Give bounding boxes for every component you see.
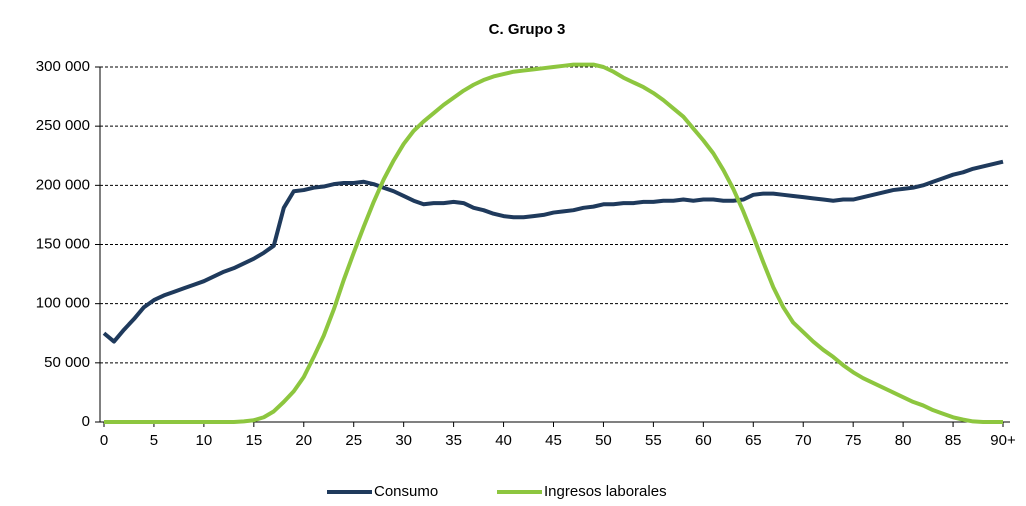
legend-label: Ingresos laborales: [544, 483, 667, 500]
y-tick-label: 250 000: [36, 117, 90, 134]
x-tick-label: 70: [795, 432, 812, 449]
x-tick-label: 50: [595, 432, 612, 449]
x-tick-label: 65: [745, 432, 762, 449]
x-tick-label: 80: [895, 432, 912, 449]
x-tick-label: 40: [495, 432, 512, 449]
x-tick-label: 30: [395, 432, 412, 449]
x-tick-label: 0: [100, 432, 108, 449]
x-tick-label: 75: [845, 432, 862, 449]
x-tick-label: 5: [150, 432, 158, 449]
y-tick-label: 300 000: [36, 58, 90, 75]
y-tick-label: 150 000: [36, 235, 90, 252]
x-tick-label: 35: [445, 432, 462, 449]
series-line: [102, 159, 1004, 344]
x-tick-label: 85: [945, 432, 962, 449]
legend-label: Consumo: [374, 483, 438, 500]
x-tick-label: 25: [345, 432, 362, 449]
x-tick-label: 15: [245, 432, 262, 449]
x-tick-label: 90+: [990, 432, 1016, 449]
x-tick-label: 55: [645, 432, 662, 449]
x-tick-label: 45: [545, 432, 562, 449]
y-tick-label: 0: [82, 413, 90, 430]
y-tick-label: 200 000: [36, 176, 90, 193]
x-tick-label: 20: [295, 432, 312, 449]
x-tick-label: 10: [196, 432, 213, 449]
chart-title: C. Grupo 3: [489, 21, 566, 38]
y-tick-label: 50 000: [44, 354, 90, 371]
series-line: [103, 62, 1004, 424]
x-tick-label: 60: [695, 432, 712, 449]
y-tick-label: 100 000: [36, 295, 90, 312]
